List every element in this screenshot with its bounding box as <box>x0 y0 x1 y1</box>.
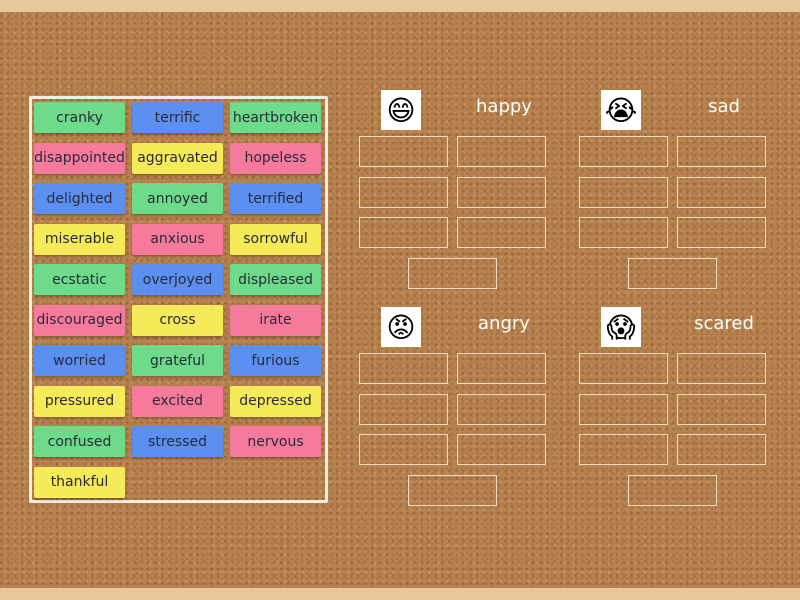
word-card[interactable]: pressured <box>34 385 125 417</box>
drop-slot[interactable] <box>579 177 668 208</box>
drop-slot[interactable] <box>457 394 546 425</box>
drop-slot[interactable] <box>677 177 766 208</box>
angry-red-face-icon: 😡 <box>381 307 421 347</box>
drop-slot[interactable] <box>677 217 766 248</box>
drop-slot[interactable] <box>359 353 448 384</box>
drop-slot[interactable] <box>628 475 717 506</box>
group-happy: 😄 happy <box>359 90 559 290</box>
word-card[interactable]: grateful <box>132 345 223 376</box>
drop-slot[interactable] <box>408 475 497 506</box>
drop-slot[interactable] <box>579 136 668 167</box>
scared-chick-icon: 😱 <box>601 307 641 347</box>
word-card[interactable]: miserable <box>34 223 125 255</box>
word-card[interactable]: confused <box>34 426 125 457</box>
word-card[interactable]: delighted <box>34 183 125 214</box>
drop-slot[interactable] <box>579 394 668 425</box>
drop-slot[interactable] <box>359 177 448 208</box>
word-card[interactable]: thankful <box>34 466 125 498</box>
word-card[interactable]: depressed <box>230 385 321 417</box>
top-frame <box>0 0 800 12</box>
group-title: angry <box>478 313 530 334</box>
group-title: sad <box>708 96 740 117</box>
word-card[interactable]: overjoyed <box>132 264 223 295</box>
drop-slot[interactable] <box>359 434 448 465</box>
drop-slot[interactable] <box>359 217 448 248</box>
drop-slot[interactable] <box>457 136 546 167</box>
group-sad: 😭 sad <box>579 90 779 290</box>
drop-slot[interactable] <box>677 394 766 425</box>
word-card[interactable]: nervous <box>230 426 321 457</box>
drop-slot[interactable] <box>457 217 546 248</box>
drop-slot[interactable] <box>359 136 448 167</box>
word-card[interactable]: aggravated <box>132 142 223 174</box>
drop-slot[interactable] <box>408 258 497 289</box>
group-title: happy <box>476 96 532 117</box>
happy-boy-face-icon: 😄 <box>381 90 421 130</box>
group-angry: 😡 angry <box>359 307 559 507</box>
drop-slot[interactable] <box>677 136 766 167</box>
word-card[interactable]: terrified <box>230 183 321 214</box>
group-title: scared <box>694 313 754 334</box>
word-card[interactable]: sorrowful <box>230 223 321 255</box>
drop-slot[interactable] <box>579 353 668 384</box>
word-card[interactable]: excited <box>132 385 223 417</box>
word-card[interactable]: discouraged <box>34 304 125 336</box>
word-card[interactable]: displeased <box>230 264 321 295</box>
card-tray <box>29 96 328 503</box>
word-card[interactable]: ecstatic <box>34 264 125 295</box>
drop-slot[interactable] <box>359 394 448 425</box>
drop-slot[interactable] <box>579 434 668 465</box>
word-card[interactable]: stressed <box>132 426 223 457</box>
group-scared: 😱 scared <box>579 307 779 507</box>
word-card[interactable]: cranky <box>34 102 125 133</box>
word-card[interactable]: heartbroken <box>230 102 321 133</box>
word-card[interactable]: irate <box>230 304 321 336</box>
crying-face-icon: 😭 <box>601 90 641 130</box>
word-card[interactable]: cross <box>132 304 223 336</box>
drop-slot[interactable] <box>677 434 766 465</box>
word-card[interactable]: furious <box>230 345 321 376</box>
bottom-frame <box>0 588 800 600</box>
drop-slot[interactable] <box>677 353 766 384</box>
word-card[interactable]: hopeless <box>230 142 321 174</box>
drop-slot[interactable] <box>457 434 546 465</box>
drop-slot[interactable] <box>628 258 717 289</box>
word-card[interactable]: terrific <box>132 102 223 133</box>
drop-slot[interactable] <box>457 353 546 384</box>
word-card[interactable]: anxious <box>132 223 223 255</box>
drop-slot[interactable] <box>457 177 546 208</box>
word-card[interactable]: worried <box>34 345 125 376</box>
word-card[interactable]: disappointed <box>34 142 125 174</box>
drop-slot[interactable] <box>579 217 668 248</box>
word-card[interactable]: annoyed <box>132 183 223 214</box>
